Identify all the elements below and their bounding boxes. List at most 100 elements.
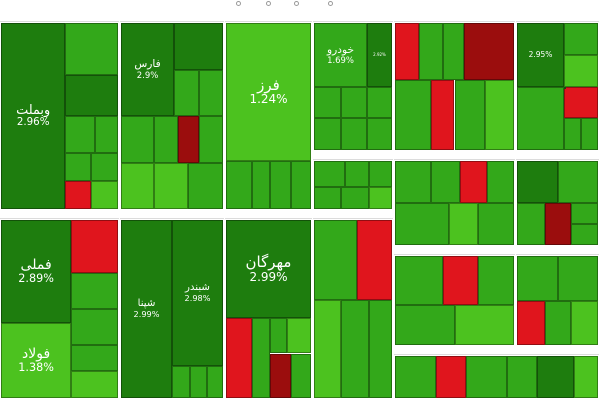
stock-tile[interactable] [430,161,461,203]
stock-tile[interactable] [557,256,598,301]
stock-tile[interactable] [290,353,311,398]
stock-tile[interactable] [466,356,507,398]
toolbar-button-2[interactable] [282,0,310,14]
stock-tile[interactable] [395,23,419,81]
stock-tile[interactable] [270,160,291,209]
stock-tile[interactable]: خودرو 1.69% [314,23,368,87]
sector-header[interactable] [120,14,224,22]
stock-tile[interactable] [65,181,92,209]
sector-header[interactable] [0,211,119,219]
stock-tile[interactable]: فارس 2.9% [121,23,175,116]
stock-tile[interactable] [367,118,392,150]
stock-tile[interactable] [290,160,311,209]
stock-tile[interactable] [341,86,368,119]
stock-tile[interactable] [314,187,342,209]
sector-header[interactable] [394,14,515,22]
stock-tile[interactable] [71,220,118,274]
toolbar-button-0[interactable] [224,0,252,14]
stock-tile[interactable] [563,86,598,119]
stock-tile[interactable] [571,203,598,224]
stock-tile[interactable] [121,162,154,209]
stock-tile[interactable] [153,162,189,209]
stock-tile[interactable] [356,220,392,301]
stock-tile[interactable] [153,116,179,163]
stock-tile[interactable] [314,220,357,301]
stock-tile[interactable] [172,365,191,398]
stock-tile[interactable] [341,300,369,398]
stock-tile[interactable] [121,116,154,163]
stock-tile[interactable] [188,162,223,209]
stock-tile[interactable] [517,256,558,301]
stock-tile[interactable] [226,317,252,398]
stock-tile[interactable] [367,86,392,119]
stock-tile[interactable] [418,23,443,81]
stock-tile[interactable] [345,161,369,188]
stock-tile[interactable] [517,161,558,203]
stock-tile[interactable] [71,371,118,398]
sector-header[interactable] [313,14,393,22]
stock-tile[interactable] [478,203,514,245]
stock-tile[interactable] [571,300,598,345]
stock-tile[interactable] [430,80,455,150]
stock-tile[interactable] [65,116,95,154]
stock-tile[interactable] [190,365,207,398]
stock-tile[interactable]: 2.92% [367,23,392,87]
stock-tile[interactable] [314,300,342,398]
sector-header[interactable] [394,247,515,255]
sector-header[interactable] [516,152,599,160]
stock-tile[interactable] [395,161,431,203]
stock-tile[interactable] [478,256,514,305]
stock-tile[interactable] [314,86,342,119]
stock-tile[interactable] [270,317,288,354]
sector-header[interactable] [225,211,312,219]
stock-tile[interactable] [94,116,118,154]
stock-tile[interactable] [517,203,545,245]
stock-tile[interactable] [571,224,598,245]
stock-tile[interactable]: شپنا 2.99% [121,220,172,398]
stock-tile[interactable] [557,161,598,203]
stock-tile[interactable] [517,86,564,150]
sector-header[interactable] [225,14,312,22]
stock-tile[interactable]: فولاد 1.38% [1,323,72,398]
stock-tile[interactable]: وبملت 2.96% [1,23,66,209]
sector-header[interactable] [516,247,599,255]
stock-tile[interactable] [251,317,271,398]
stock-tile[interactable] [368,161,392,188]
stock-tile[interactable] [454,304,514,345]
sector-header[interactable] [313,211,393,219]
stock-tile[interactable] [395,80,431,150]
stock-tile[interactable] [174,69,199,116]
stock-tile[interactable] [395,304,455,345]
stock-tile[interactable] [368,187,392,209]
sector-header[interactable] [313,152,393,160]
stock-tile[interactable] [544,203,572,245]
stock-tile[interactable] [563,54,598,87]
stock-tile[interactable] [454,80,486,150]
stock-tile[interactable] [563,86,566,89]
stock-tile[interactable] [580,118,598,150]
stock-tile[interactable] [174,23,223,70]
stock-tile[interactable] [314,161,346,188]
stock-tile[interactable] [71,273,118,309]
stock-tile[interactable] [448,203,479,245]
stock-tile[interactable] [395,203,449,245]
stock-tile[interactable] [71,309,118,345]
stock-tile[interactable] [287,317,311,354]
stock-tile[interactable] [71,344,118,372]
sector-header[interactable] [394,152,515,160]
stock-tile[interactable] [206,365,223,398]
stock-tile[interactable] [65,75,118,116]
stock-tile[interactable]: 2.95% [517,23,564,87]
stock-tile[interactable] [442,256,479,305]
stock-tile[interactable] [65,153,92,182]
stock-tile[interactable] [517,300,545,345]
stock-tile[interactable] [442,23,464,81]
stock-tile[interactable] [198,69,223,116]
stock-tile[interactable]: شبندر 2.98% [172,220,223,366]
stock-tile[interactable] [314,118,342,150]
stock-tile[interactable] [341,118,368,150]
stock-tile[interactable] [251,160,271,209]
stock-tile[interactable] [65,23,118,76]
stock-tile[interactable] [563,23,598,55]
stock-tile[interactable]: فرز 1.24% [226,23,311,161]
